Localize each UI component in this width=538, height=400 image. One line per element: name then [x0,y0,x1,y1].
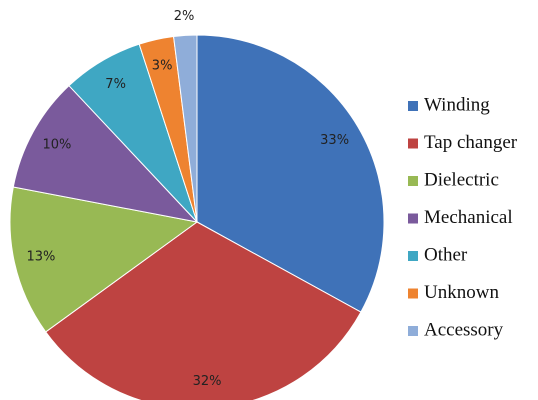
legend-label: Winding [424,94,490,115]
pie-slice [9,186,199,333]
legend-label: Dielectric [424,169,499,190]
data-label: 32% [193,374,222,389]
pie-slice [45,221,362,400]
data-label: 2% [174,9,195,24]
legend-label: Other [424,244,468,265]
legend-label: Accessory [424,319,504,340]
legend-label: Unknown [424,282,499,303]
legend-swatch [408,176,418,186]
data-label: 7% [105,77,126,92]
data-label: 33% [320,133,349,148]
legend-swatch [408,251,418,261]
legend-swatch [408,138,418,149]
pie-slice [173,34,198,223]
legend-label: Mechanical [424,207,513,228]
legend-label: Tap changer [424,132,518,153]
data-label: 13% [27,249,56,264]
legend-swatch [408,326,418,336]
pie-slice [12,84,199,223]
legend-swatch [408,288,418,299]
data-label: 3% [152,58,173,73]
legend-swatch [408,213,418,224]
data-label: 10% [42,137,71,152]
pie-slice [196,34,385,313]
legend-swatch [408,101,418,111]
